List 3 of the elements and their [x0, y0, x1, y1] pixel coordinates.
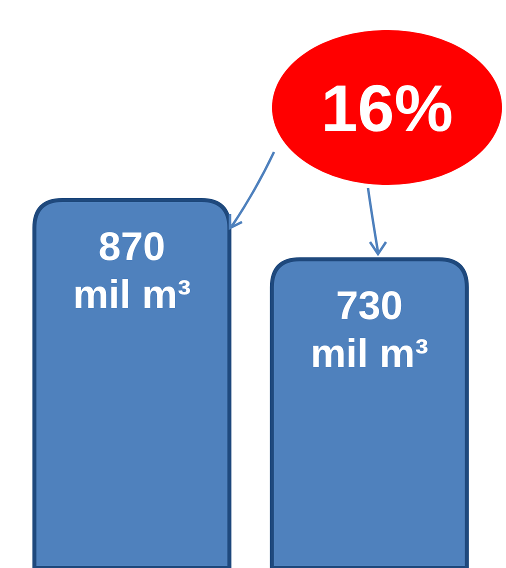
data-label: 870 mil m³ — [72, 225, 191, 317]
data-label: 730 mil m³ — [310, 284, 428, 376]
text: 16% — [272, 30, 502, 185]
